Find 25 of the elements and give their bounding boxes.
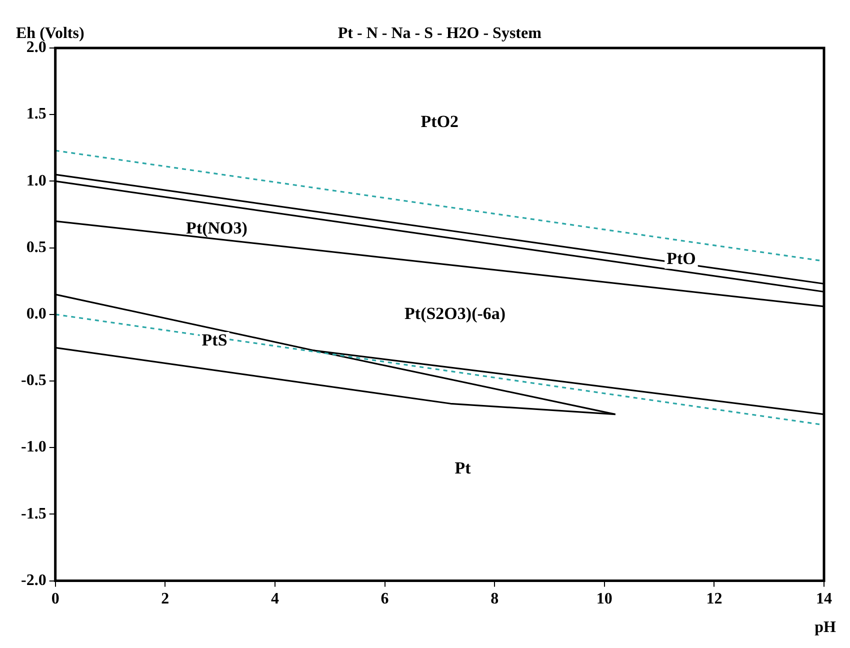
y-tick-label: -1.0 — [21, 438, 46, 456]
chart-title: Pt - N - Na - S - H2O - System — [338, 25, 542, 42]
x-tick-label: 14 — [816, 590, 832, 608]
y-tick-label: 1.0 — [26, 172, 46, 190]
y-tick-label: 0.0 — [26, 306, 46, 323]
x-tick-label: 6 — [380, 590, 389, 608]
y-tick-label: 1.5 — [26, 106, 46, 123]
x-tick-label: 8 — [490, 590, 499, 608]
annotation: Pt(S2O3)(-6a) — [404, 304, 506, 323]
y-tick-label: -1.5 — [21, 505, 46, 522]
x-tick-label: 0 — [51, 590, 60, 608]
x-tick-label: 12 — [706, 590, 722, 608]
x-tick-label: 10 — [596, 590, 612, 608]
annotation: PtO2 — [420, 112, 459, 131]
y-axis-title: Eh (Volts) — [16, 25, 84, 42]
y-tick-label: 0.5 — [26, 238, 46, 256]
annotation: Pt(NO3) — [186, 218, 248, 238]
y-tick-label: -2.0 — [21, 572, 46, 589]
annotation: PtO — [666, 249, 696, 268]
annotation: Pt — [454, 458, 472, 478]
y-tick-label: -0.5 — [21, 372, 46, 390]
x-tick-label: 4 — [270, 590, 279, 608]
x-axis-title: pH — [814, 619, 837, 636]
x-tick-label: 2 — [161, 590, 170, 608]
annotation: PtS — [202, 330, 228, 350]
